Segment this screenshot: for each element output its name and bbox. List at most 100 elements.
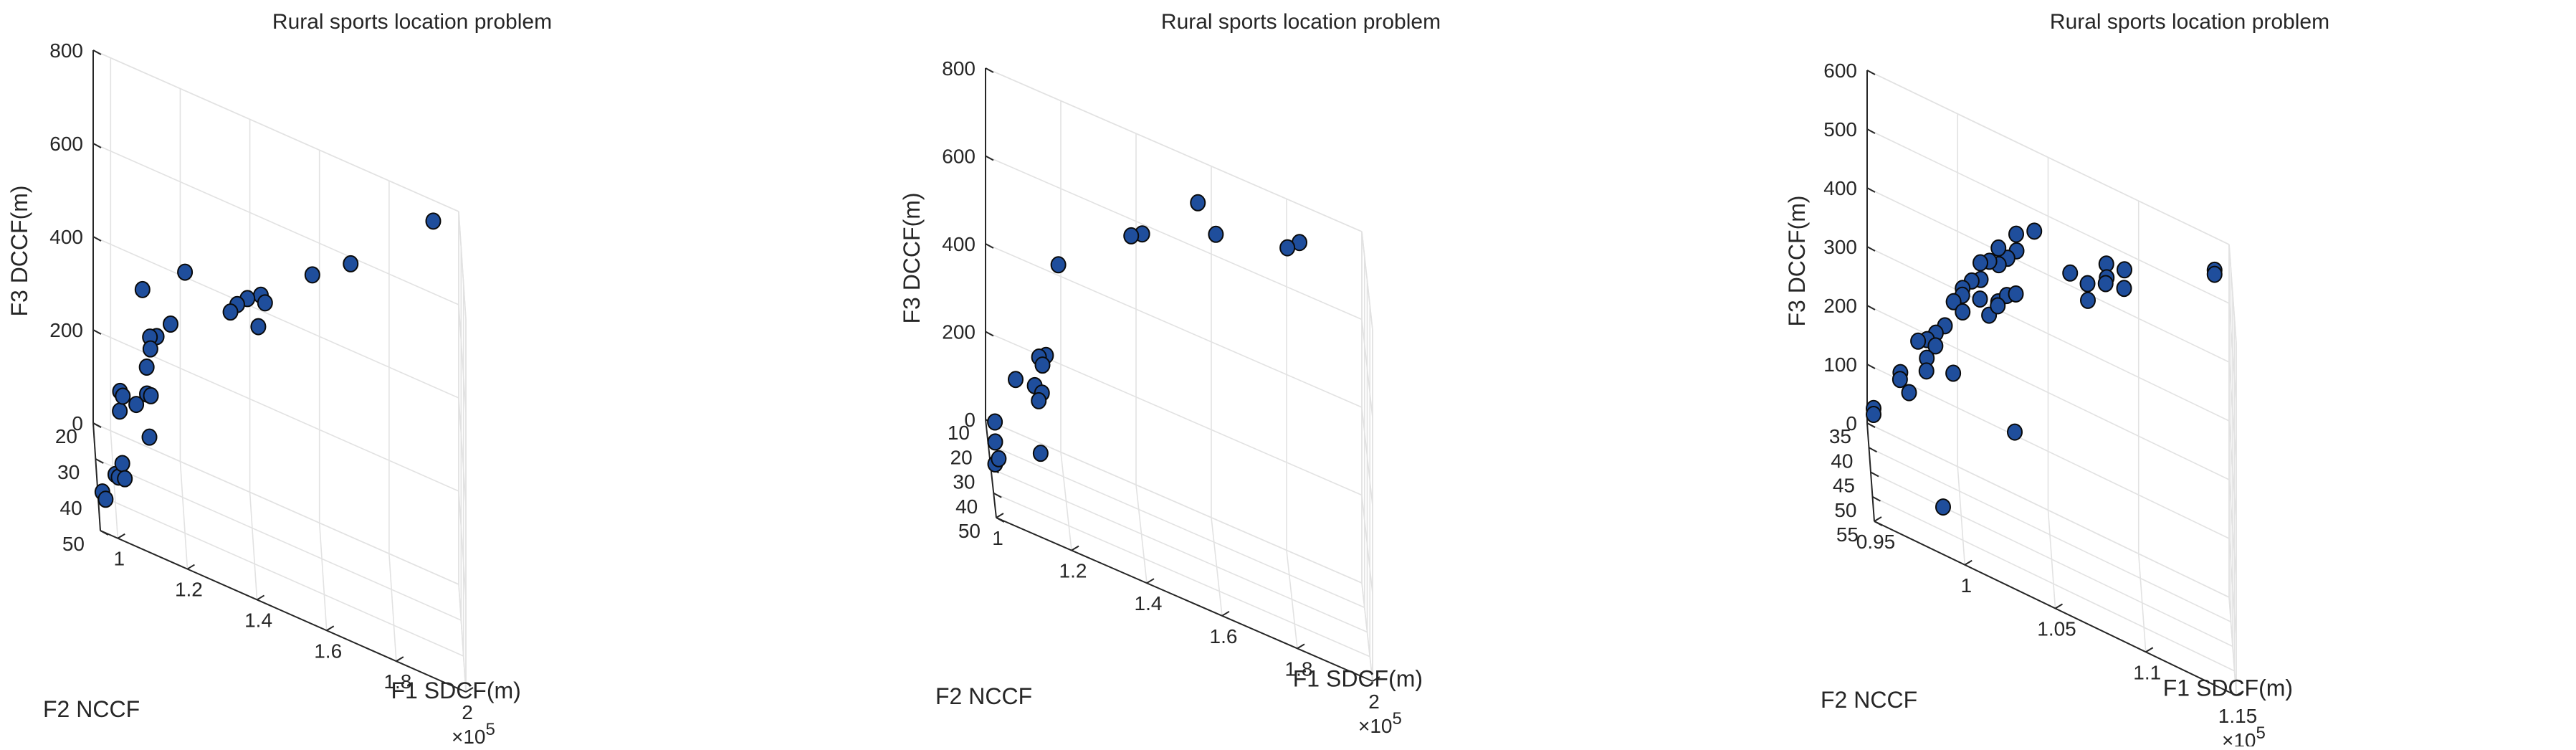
data-point bbox=[1892, 371, 1908, 389]
grid-line bbox=[1869, 447, 2231, 622]
grid-line bbox=[95, 458, 462, 621]
grid-line bbox=[1866, 70, 2230, 245]
z-tick-label: 100 bbox=[1823, 353, 1857, 376]
x-multiplier: ×105 bbox=[1358, 709, 1402, 737]
y-tick-label: 20 bbox=[55, 425, 77, 447]
grid-line bbox=[2228, 303, 2237, 402]
data-point bbox=[2079, 275, 2096, 293]
grid-line bbox=[985, 243, 1363, 408]
z-tick bbox=[1866, 422, 1876, 428]
grid-line bbox=[92, 143, 459, 305]
data-point bbox=[1008, 371, 1024, 389]
data-point bbox=[97, 490, 114, 508]
z-axis-label: F3 DCCF(m) bbox=[899, 192, 925, 323]
data-point bbox=[1279, 239, 1296, 257]
data-point bbox=[1918, 362, 1935, 380]
grid-line bbox=[2228, 420, 2237, 520]
data-point bbox=[1050, 256, 1067, 274]
x-tick bbox=[465, 687, 474, 693]
data-point bbox=[1031, 391, 1047, 409]
grid-line bbox=[458, 304, 467, 413]
grid-line bbox=[92, 236, 459, 399]
data-point bbox=[425, 212, 442, 230]
data-point bbox=[257, 294, 273, 312]
data-point bbox=[2007, 423, 2023, 441]
y-axis-label: F2 NCCF bbox=[935, 683, 1032, 709]
data-point bbox=[222, 303, 239, 321]
y-axis-label: F2 NCCF bbox=[1821, 687, 1917, 713]
data-point bbox=[2008, 285, 2024, 303]
y-tick-label: 55 bbox=[1836, 523, 1859, 546]
grid-line bbox=[1866, 422, 2230, 598]
x-tick-label: 1.6 bbox=[1210, 625, 1238, 647]
data-point bbox=[1945, 293, 1962, 310]
grid-line bbox=[92, 49, 459, 212]
grid-line bbox=[92, 422, 459, 585]
x-tick bbox=[1146, 578, 1155, 584]
data-point bbox=[1190, 194, 1206, 212]
data-point bbox=[177, 263, 194, 281]
x-tick-label: 1.05 bbox=[2037, 618, 2076, 640]
y-tick-label: 50 bbox=[62, 533, 85, 555]
grid-line bbox=[991, 467, 1368, 633]
x-tick-label: 2 bbox=[462, 701, 473, 723]
x-tick-label: 2 bbox=[1368, 690, 1380, 713]
x-tick-label: 1.4 bbox=[244, 609, 272, 631]
y-tick bbox=[1869, 447, 1877, 453]
y-tick bbox=[1870, 471, 1879, 478]
y-tick-label: 35 bbox=[1829, 425, 1851, 447]
y-tick-label: 50 bbox=[1834, 499, 1856, 521]
grid-line bbox=[458, 490, 467, 599]
grid-line bbox=[1866, 246, 2230, 422]
x-tick-label: 1.15 bbox=[2218, 705, 2258, 727]
z-axis-label: F3 DCCF(m) bbox=[1784, 195, 1810, 326]
z-tick bbox=[985, 67, 994, 73]
data-point bbox=[1945, 364, 1962, 382]
x-tick bbox=[186, 564, 195, 570]
x-axis-label: F1 SDCF(m) bbox=[1293, 665, 1423, 691]
y-tick-label: 30 bbox=[57, 461, 80, 483]
z-tick-label: 500 bbox=[1823, 118, 1857, 141]
x-tick-label: 1.8 bbox=[1285, 658, 1313, 680]
z-tick bbox=[985, 331, 994, 337]
x-tick-label: 0.95 bbox=[1856, 531, 1896, 553]
z-tick-label: 600 bbox=[49, 133, 83, 155]
grid-line bbox=[1866, 128, 2230, 304]
grid-line bbox=[1866, 364, 2230, 539]
data-point bbox=[991, 450, 1007, 467]
z-tick-label: 400 bbox=[49, 226, 83, 248]
data-point bbox=[304, 266, 320, 284]
x-tick bbox=[1964, 559, 1972, 566]
grid-line bbox=[179, 461, 189, 569]
z-tick bbox=[92, 329, 102, 335]
data-point bbox=[112, 402, 128, 420]
z-tick-label: 200 bbox=[49, 319, 83, 341]
grid-line bbox=[249, 492, 258, 600]
chart-title: Rural sports location problem bbox=[1161, 10, 1441, 34]
grid-line bbox=[993, 493, 1370, 658]
data-point bbox=[128, 396, 145, 414]
z-tick bbox=[1866, 70, 1876, 75]
data-point bbox=[2206, 265, 2223, 283]
data-point bbox=[114, 455, 130, 473]
y-tick-label: 40 bbox=[1831, 450, 1853, 472]
data-point bbox=[2117, 261, 2132, 279]
data-point bbox=[1034, 356, 1051, 374]
data-point bbox=[1990, 297, 2006, 315]
z-tick-label: 600 bbox=[1823, 60, 1857, 82]
grid-line bbox=[985, 67, 1363, 232]
y-tick bbox=[993, 492, 1002, 498]
data-point bbox=[987, 433, 1003, 451]
grid-line bbox=[1361, 495, 1373, 594]
chart-panel-1: 1 1.2 1.4 1.6 1.8 2 20 30 40 50 0 200 400 600 800 ×105 F… bbox=[6, 10, 552, 748]
z-tick-label: 0 bbox=[72, 412, 83, 435]
x-tick bbox=[1297, 643, 1305, 650]
z-tick bbox=[985, 243, 994, 249]
x-tick bbox=[1071, 545, 1079, 551]
grid-line bbox=[2228, 538, 2237, 637]
grid-line bbox=[318, 523, 328, 631]
y-tick-label: 45 bbox=[1833, 475, 1855, 497]
